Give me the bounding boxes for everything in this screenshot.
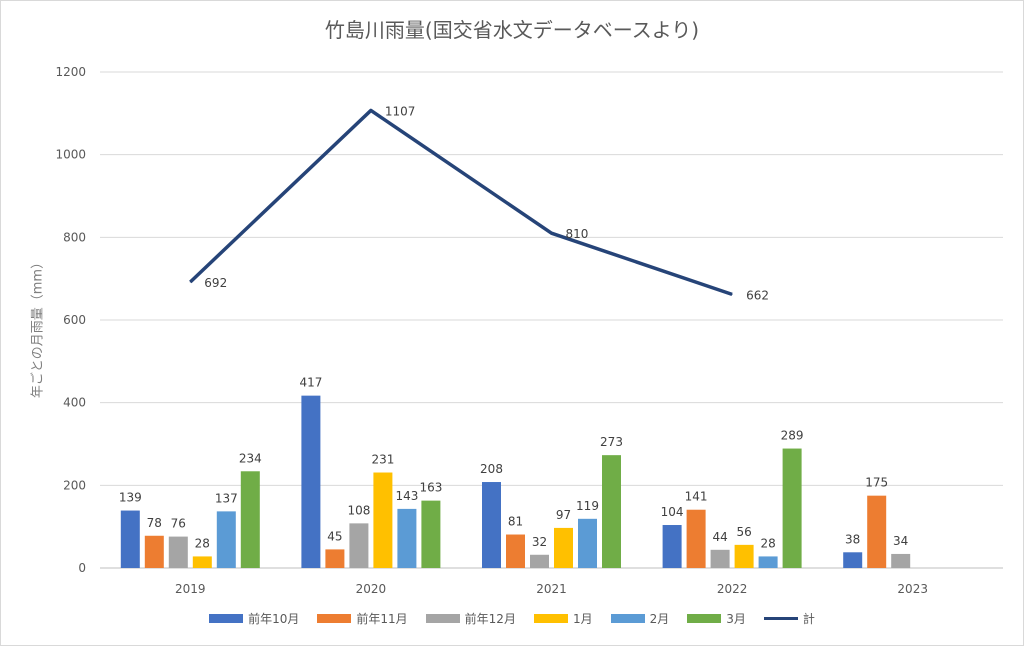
legend-item: 3月 xyxy=(687,610,746,627)
legend-swatch xyxy=(209,614,244,623)
data-label: 119 xyxy=(576,499,599,513)
data-label: 231 xyxy=(371,453,394,467)
bar xyxy=(867,495,887,568)
data-label: 234 xyxy=(239,451,262,465)
legend-swatch xyxy=(610,614,645,623)
data-label: 143 xyxy=(395,489,418,503)
bar xyxy=(120,510,140,568)
x-tick-label: 2022 xyxy=(717,582,748,596)
legend-swatch xyxy=(687,614,722,623)
legend-label: 前年10月 xyxy=(248,612,300,626)
bar xyxy=(734,544,754,568)
bar xyxy=(144,535,164,568)
x-tick-label: 2019 xyxy=(175,582,206,596)
y-tick-label: 1000 xyxy=(55,148,86,162)
y-tick-label: 0 xyxy=(78,561,86,575)
bar xyxy=(482,482,501,568)
bar xyxy=(216,511,236,568)
data-label: 28 xyxy=(760,536,775,550)
data-label: 76 xyxy=(171,517,186,531)
data-label: 97 xyxy=(556,508,571,522)
total-data-label: 692 xyxy=(204,276,227,290)
bar xyxy=(349,523,369,568)
total-data-label: 662 xyxy=(746,288,769,302)
total-point xyxy=(551,232,552,234)
total-data-label: 1107 xyxy=(385,104,416,118)
y-tick-label: 400 xyxy=(63,396,86,410)
legend-swatch xyxy=(533,614,568,623)
bar xyxy=(662,525,682,568)
data-label: 104 xyxy=(661,505,684,519)
data-label: 56 xyxy=(736,525,751,539)
bar xyxy=(602,455,621,568)
bar xyxy=(710,549,730,568)
legend-item: 2月 xyxy=(610,610,670,627)
bar xyxy=(373,472,393,568)
bar xyxy=(325,549,345,568)
bar xyxy=(192,556,212,568)
legend-label: 前年12月 xyxy=(464,612,516,626)
bar xyxy=(168,536,188,568)
bar xyxy=(301,395,321,568)
data-label: 175 xyxy=(865,476,888,490)
x-tick-label: 2021 xyxy=(536,582,567,596)
bar xyxy=(397,508,417,568)
bar xyxy=(843,552,863,568)
legend-item: 前年10月 xyxy=(209,610,299,627)
bar xyxy=(578,518,597,568)
bar xyxy=(686,509,706,568)
legend-item: 前年12月 xyxy=(425,610,516,627)
bar xyxy=(891,553,911,568)
bar xyxy=(554,527,573,568)
data-label: 289 xyxy=(781,429,804,443)
legend-swatch xyxy=(317,614,352,623)
legend-item: 前年11月 xyxy=(317,610,408,627)
y-tick-label: 200 xyxy=(63,478,86,492)
legend: 前年10月 前年11月 前年12月 1月 2月 3月 計 xyxy=(0,610,1024,627)
total-point xyxy=(731,293,733,295)
data-label: 81 xyxy=(508,515,523,529)
bar xyxy=(530,554,549,568)
legend-label: 計 xyxy=(802,612,815,626)
legend-swatch xyxy=(425,614,460,623)
y-tick-label: 800 xyxy=(63,230,86,244)
data-label: 78 xyxy=(147,516,162,530)
data-label: 45 xyxy=(327,529,342,543)
bar xyxy=(758,556,778,568)
y-tick-label: 1200 xyxy=(55,65,86,79)
total-point xyxy=(189,281,191,283)
legend-item: 計 xyxy=(763,610,815,627)
data-label: 44 xyxy=(712,530,727,544)
bar xyxy=(782,448,802,568)
data-label: 273 xyxy=(600,435,623,449)
total-data-label: 810 xyxy=(566,227,589,241)
data-label: 163 xyxy=(419,481,442,495)
legend-label: 1月 xyxy=(572,612,593,626)
legend-label: 3月 xyxy=(726,612,746,626)
total-point xyxy=(370,109,372,111)
legend-item: 1月 xyxy=(533,610,593,627)
data-label: 417 xyxy=(299,376,322,390)
total-series-line xyxy=(189,108,733,297)
y-tick-label: 600 xyxy=(63,313,86,327)
data-label: 208 xyxy=(480,462,503,476)
data-label: 34 xyxy=(893,534,908,548)
bar xyxy=(421,500,441,568)
data-label: 139 xyxy=(119,491,142,505)
data-label: 141 xyxy=(685,490,708,504)
legend-label: 2月 xyxy=(649,612,670,626)
data-label: 108 xyxy=(347,503,370,517)
data-label: 38 xyxy=(845,532,860,546)
legend-label: 前年11月 xyxy=(356,612,408,626)
data-label: 137 xyxy=(215,491,238,505)
data-label: 28 xyxy=(195,536,210,550)
bar xyxy=(506,534,525,568)
x-tick-label: 2020 xyxy=(356,582,387,596)
x-tick-label: 2023 xyxy=(897,582,928,596)
chart-title: 竹島川雨量(国交省水文データベースより) xyxy=(324,18,700,42)
legend-line-swatch xyxy=(763,617,798,620)
bar xyxy=(240,471,260,568)
data-label: 32 xyxy=(532,535,547,549)
